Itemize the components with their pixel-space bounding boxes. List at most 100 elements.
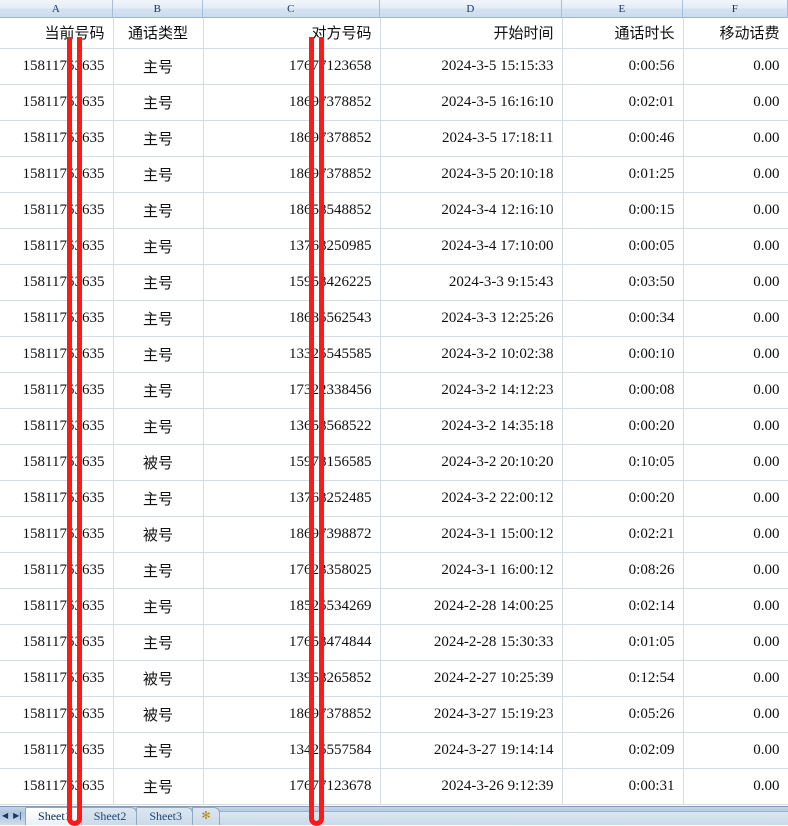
cell-fee[interactable]: 0.00 [683, 516, 788, 553]
cell-call-type[interactable]: 主号 [113, 48, 204, 85]
cell-fee[interactable]: 0.00 [683, 120, 788, 157]
nav-prev-icon[interactable]: ◀ [2, 810, 9, 820]
cell-current-number[interactable]: 15811753635 [0, 516, 114, 553]
cell-start-time[interactable]: 2024-3-1 16:00:12 [380, 552, 563, 589]
cell-current-number[interactable]: 15811753635 [0, 48, 114, 85]
new-sheet-button[interactable]: ✻ [192, 807, 221, 825]
cell-start-time[interactable]: 2024-3-2 22:00:12 [380, 480, 563, 517]
cell-duration[interactable]: 0:00:31 [562, 768, 684, 805]
cell-other-number[interactable]: 17623358025 [203, 552, 381, 589]
cell-other-number[interactable]: 13768250985 [203, 228, 381, 265]
cell-other-number[interactable]: 18697398872 [203, 516, 381, 553]
cell-current-number[interactable]: 15811753635 [0, 372, 114, 409]
cell-fee[interactable]: 0.00 [683, 300, 788, 337]
cell-other-number[interactable]: 17677123678 [203, 768, 381, 805]
cell-other-number[interactable]: 17658474844 [203, 624, 381, 661]
cell-other-number[interactable]: 17677123658 [203, 48, 381, 85]
column-header-c[interactable]: C [203, 0, 380, 17]
cell-start-time[interactable]: 2024-3-2 14:35:18 [380, 408, 563, 445]
cell-other-number[interactable]: 15958426225 [203, 264, 381, 301]
cell-start-time[interactable]: 2024-3-2 20:10:20 [380, 444, 563, 481]
sheet-tab-sheet1[interactable]: Sheet1 [25, 807, 82, 825]
cell-fee[interactable]: 0.00 [683, 48, 788, 85]
column-header-a[interactable]: A [0, 0, 113, 17]
cell-start-time[interactable]: 2024-3-5 16:16:10 [380, 84, 563, 121]
cell-duration[interactable]: 0:02:01 [562, 84, 684, 121]
cell-duration[interactable]: 0:03:50 [562, 264, 684, 301]
cell-call-type[interactable]: 被号 [113, 660, 204, 697]
cell-call-type[interactable]: 主号 [113, 768, 204, 805]
cell-current-number[interactable]: 15811753635 [0, 408, 114, 445]
cell-current-number[interactable]: 15811753635 [0, 624, 114, 661]
cell-current-number[interactable]: 15811753635 [0, 336, 114, 373]
sheet-tab-sheet2[interactable]: Sheet2 [80, 807, 138, 825]
cell-start-time[interactable]: 2024-3-5 17:18:11 [380, 120, 563, 157]
cell-call-type[interactable]: 被号 [113, 516, 204, 553]
cell-start-time[interactable]: 2024-2-28 14:00:25 [380, 588, 563, 625]
cell-current-number[interactable]: 15811753635 [0, 84, 114, 121]
cell-start-time[interactable]: 2024-3-1 15:00:12 [380, 516, 563, 553]
cell-duration[interactable]: 0:00:20 [562, 408, 684, 445]
cell-start-time[interactable]: 2024-3-27 19:14:14 [380, 732, 563, 769]
cell-call-type[interactable]: 主号 [113, 732, 204, 769]
cell-duration[interactable]: 0:02:09 [562, 732, 684, 769]
cell-call-type[interactable]: 主号 [113, 120, 204, 157]
cell-fee[interactable]: 0.00 [683, 768, 788, 805]
cell-current-number[interactable]: 15811753635 [0, 660, 114, 697]
column-label-duration[interactable]: 通话时长 [562, 18, 684, 49]
cell-duration[interactable]: 0:00:56 [562, 48, 684, 85]
cell-other-number[interactable]: 13325545585 [203, 336, 381, 373]
cell-call-type[interactable]: 主号 [113, 84, 204, 121]
cell-fee[interactable]: 0.00 [683, 228, 788, 265]
cell-fee[interactable]: 0.00 [683, 444, 788, 481]
sheet-nav-buttons[interactable]: ◀ ▶| [0, 807, 25, 825]
cell-current-number[interactable]: 15811753635 [0, 300, 114, 337]
cell-duration[interactable]: 0:00:20 [562, 480, 684, 517]
cell-start-time[interactable]: 2024-3-2 10:02:38 [380, 336, 563, 373]
cell-current-number[interactable]: 15811753635 [0, 552, 114, 589]
cell-fee[interactable]: 0.00 [683, 336, 788, 373]
cell-call-type[interactable]: 被号 [113, 696, 204, 733]
cell-start-time[interactable]: 2024-3-27 15:19:23 [380, 696, 563, 733]
cell-start-time[interactable]: 2024-3-3 9:15:43 [380, 264, 563, 301]
cell-other-number[interactable]: 13658568522 [203, 408, 381, 445]
cell-start-time[interactable]: 2024-3-4 12:16:10 [380, 192, 563, 229]
cell-current-number[interactable]: 15811753635 [0, 120, 114, 157]
cell-call-type[interactable]: 主号 [113, 408, 204, 445]
cell-fee[interactable]: 0.00 [683, 84, 788, 121]
cell-start-time[interactable]: 2024-2-27 10:25:39 [380, 660, 563, 697]
cell-other-number[interactable]: 13958265852 [203, 660, 381, 697]
cell-duration[interactable]: 0:05:26 [562, 696, 684, 733]
column-label-start-time[interactable]: 开始时间 [380, 18, 563, 49]
cell-other-number[interactable]: 18658548852 [203, 192, 381, 229]
cell-other-number[interactable]: 18685562543 [203, 300, 381, 337]
cell-duration[interactable]: 0:08:26 [562, 552, 684, 589]
cell-call-type[interactable]: 主号 [113, 264, 204, 301]
cell-fee[interactable]: 0.00 [683, 552, 788, 589]
cell-call-type[interactable]: 主号 [113, 588, 204, 625]
cell-current-number[interactable]: 15811753635 [0, 444, 114, 481]
column-header-d[interactable]: D [380, 0, 562, 17]
cell-fee[interactable]: 0.00 [683, 624, 788, 661]
cell-start-time[interactable]: 2024-3-26 9:12:39 [380, 768, 563, 805]
cell-duration[interactable]: 0:01:05 [562, 624, 684, 661]
cell-start-time[interactable]: 2024-3-2 14:12:23 [380, 372, 563, 409]
cell-current-number[interactable]: 15811753635 [0, 264, 114, 301]
cell-current-number[interactable]: 15811753635 [0, 696, 114, 733]
cell-current-number[interactable]: 15811753635 [0, 228, 114, 265]
cell-current-number[interactable]: 15811753635 [0, 732, 114, 769]
column-label-call-type[interactable]: 通话类型 [113, 18, 204, 49]
cell-other-number[interactable]: 17322338456 [203, 372, 381, 409]
cell-other-number[interactable]: 18525534269 [203, 588, 381, 625]
cell-call-type[interactable]: 主号 [113, 372, 204, 409]
cell-duration[interactable]: 0:02:14 [562, 588, 684, 625]
cell-duration[interactable]: 0:12:54 [562, 660, 684, 697]
cell-duration[interactable]: 0:10:05 [562, 444, 684, 481]
cell-call-type[interactable]: 主号 [113, 228, 204, 265]
column-label-other-number[interactable]: 对方号码 [203, 18, 381, 49]
cell-fee[interactable]: 0.00 [683, 372, 788, 409]
cell-other-number[interactable]: 15978156585 [203, 444, 381, 481]
cell-duration[interactable]: 0:00:08 [562, 372, 684, 409]
cell-duration[interactable]: 0:00:15 [562, 192, 684, 229]
column-label-current-number[interactable]: 当前号码 [0, 18, 114, 49]
